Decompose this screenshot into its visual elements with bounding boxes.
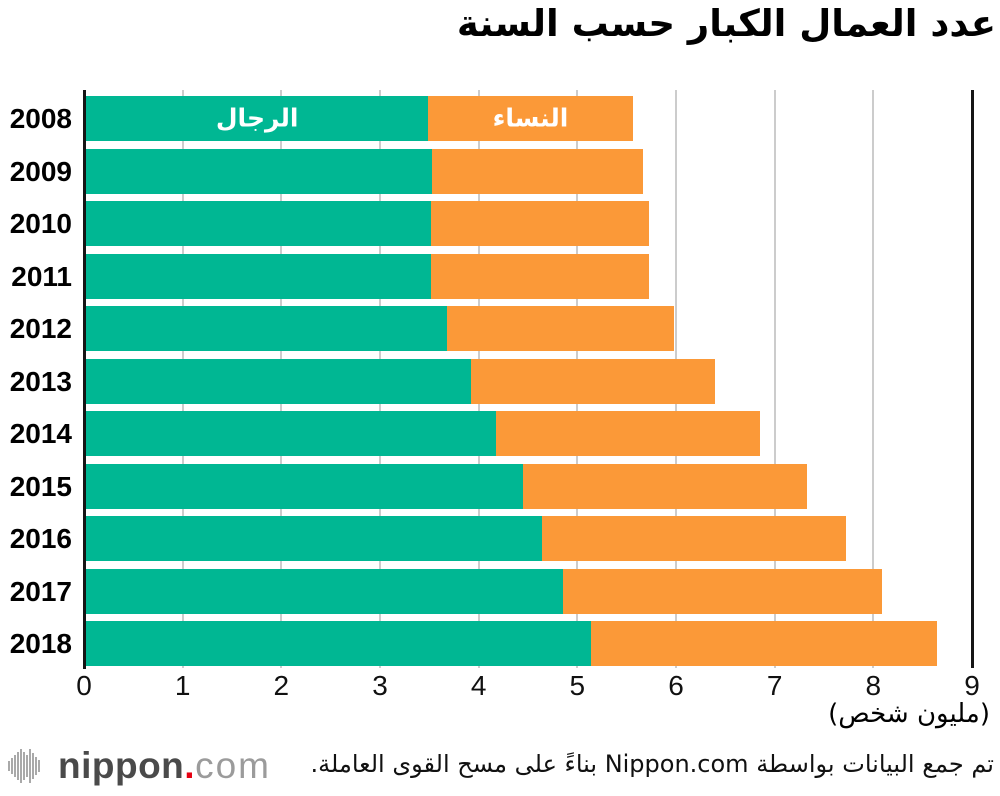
women-bar-segment bbox=[562, 568, 883, 614]
x-tick-9: 9 bbox=[964, 670, 980, 701]
bar-row-2012 bbox=[86, 306, 675, 351]
logo-tld: com bbox=[195, 745, 271, 786]
men-bar-segment bbox=[86, 148, 433, 194]
x-tick-1: 1 bbox=[174, 670, 191, 701]
men-bar-segment bbox=[86, 568, 563, 614]
men-bar-segment bbox=[86, 621, 592, 666]
year-label-2012: 2012 bbox=[9, 313, 72, 344]
women-bar-segment bbox=[431, 201, 650, 246]
bar-row-2013 bbox=[86, 358, 715, 404]
x-tick-6: 6 bbox=[668, 670, 684, 701]
bar-row-2010 bbox=[86, 201, 650, 246]
legend-men-label: الرجال bbox=[215, 102, 299, 132]
bar-row-2008: الرجال النساء bbox=[86, 96, 633, 141]
bar-row-2011 bbox=[86, 253, 650, 299]
year-label-2013: 2013 bbox=[9, 365, 72, 397]
bar-row-2017 bbox=[86, 568, 883, 614]
year-label-2018: 2018 bbox=[9, 628, 72, 659]
y-axis-line bbox=[83, 90, 86, 669]
x-tick-4: 4 bbox=[470, 670, 487, 701]
year-label-2008: 2008 bbox=[9, 103, 72, 134]
men-bar-segment bbox=[86, 201, 432, 246]
men-bar-segment bbox=[86, 358, 471, 404]
women-bar-segment bbox=[591, 621, 937, 666]
women-bar-segment bbox=[541, 516, 846, 561]
year-label-2010: 2010 bbox=[9, 208, 72, 239]
nippon-logo-text: nippon.com bbox=[58, 745, 271, 787]
men-bar-segment bbox=[86, 306, 448, 351]
x-tick-3: 3 bbox=[372, 670, 388, 701]
logo-red-dot: . bbox=[184, 745, 196, 786]
year-label-2016: 2016 bbox=[9, 523, 72, 554]
bar-row-2016 bbox=[86, 516, 846, 561]
year-label-2015: 2015 bbox=[9, 470, 72, 502]
gridline bbox=[872, 90, 875, 668]
x-tick-8: 8 bbox=[865, 670, 882, 701]
bar-row-2014 bbox=[86, 411, 760, 456]
x-tick-5: 5 bbox=[569, 670, 586, 701]
waveform-bars-icon bbox=[8, 749, 40, 783]
women-bar-segment bbox=[523, 463, 808, 509]
attribution-text: تم جمع البيانات بواسطة Nippon.com بناءً … bbox=[310, 750, 994, 778]
x-tick-0: 0 bbox=[76, 670, 92, 701]
year-label-2011: 2011 bbox=[11, 260, 72, 292]
logo-name: nippon bbox=[58, 745, 185, 786]
legend-women-label: النساء bbox=[492, 102, 569, 132]
plot-right-border bbox=[971, 90, 974, 668]
x-tick-2: 2 bbox=[273, 670, 290, 701]
men-bar-segment: الرجال bbox=[86, 96, 429, 141]
bar-row-2009 bbox=[86, 148, 644, 194]
women-bar-segment bbox=[432, 148, 644, 194]
men-bar-segment bbox=[86, 516, 542, 561]
footer: nippon.com تم جمع البيانات بواسطة Nippon… bbox=[0, 742, 1000, 796]
women-bar-segment bbox=[496, 411, 760, 456]
men-bar-segment bbox=[86, 253, 432, 299]
year-label-2009: 2009 bbox=[9, 155, 72, 187]
year-label-2017: 2017 bbox=[9, 575, 72, 607]
women-bar-segment bbox=[470, 358, 715, 404]
gridline bbox=[773, 90, 776, 668]
women-bar-segment bbox=[431, 253, 650, 299]
bar-row-2015 bbox=[86, 463, 808, 509]
nippon-logo: nippon.com bbox=[8, 744, 271, 788]
x-tick-7: 7 bbox=[766, 670, 783, 701]
year-label-2014: 2014 bbox=[9, 418, 72, 449]
men-bar-segment bbox=[86, 463, 524, 509]
women-bar-segment bbox=[447, 306, 675, 351]
x-axis-unit-label: (مليون شخص) bbox=[828, 699, 990, 729]
bar-row-2018 bbox=[86, 621, 937, 666]
women-bar-segment: النساء bbox=[428, 96, 633, 141]
chart-title: عدد العمال الكبار حسب السنة bbox=[456, 2, 997, 45]
men-bar-segment bbox=[86, 411, 497, 456]
